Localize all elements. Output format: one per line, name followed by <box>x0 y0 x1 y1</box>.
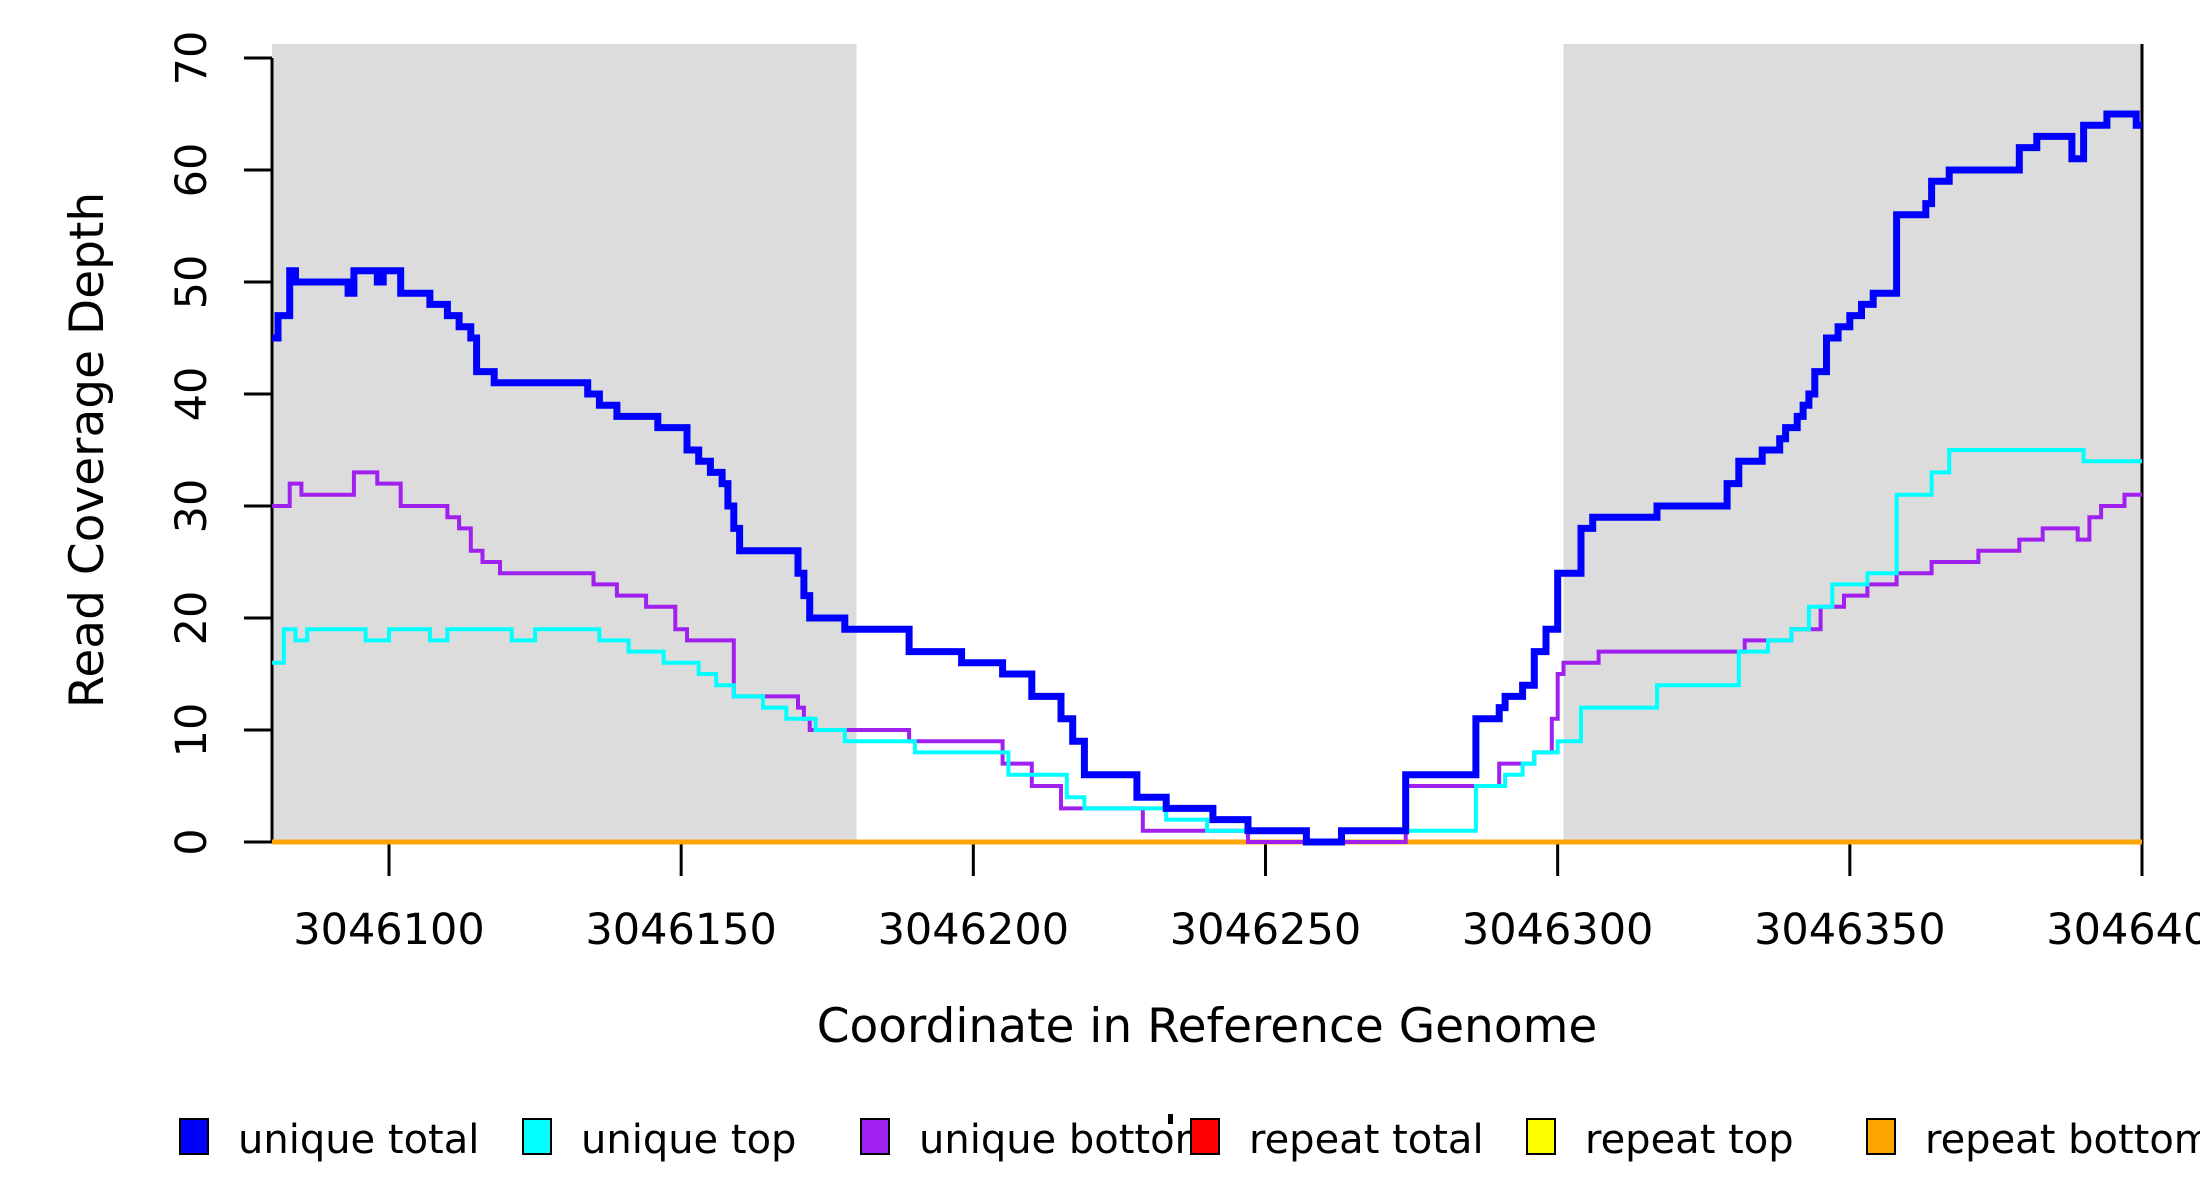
legend-label: repeat total <box>1249 1117 1484 1163</box>
repeat-top-swatch-icon <box>1526 1118 1556 1155</box>
legend-label: unique top <box>581 1117 796 1163</box>
x-tick-label: 3046350 <box>1754 905 1946 955</box>
unique-total-swatch-icon <box>179 1118 209 1155</box>
x-tick-label: 3046200 <box>878 905 1070 955</box>
y-tick-label: 60 <box>167 143 217 198</box>
legend: unique total unique top unique bottom re… <box>179 1117 2200 1163</box>
x-tick-label: 3046100 <box>293 905 485 955</box>
legend-item-repeat-top: repeat top <box>1526 1117 1794 1163</box>
stray-mark <box>1168 1114 1173 1124</box>
legend-label: unique total <box>238 1117 479 1163</box>
legend-item-unique-total: unique total <box>179 1117 479 1163</box>
axes-and-ticks: 0 10 20 30 40 50 60 70 3046100 3046150 3046200 3046… <box>167 31 2200 955</box>
y-tick-label: 10 <box>167 703 217 758</box>
shade-right-repeat-flank <box>1563 44 2142 842</box>
legend-item-unique-bottom: unique bottom <box>860 1117 1214 1163</box>
x-tick-label: 3046150 <box>585 905 777 955</box>
legend-item-unique-top: unique top <box>522 1117 796 1163</box>
repeat-bottom-swatch-icon <box>1866 1118 1896 1155</box>
series-line-unique-total <box>272 110 2142 846</box>
legend-label: repeat bottom <box>1925 1117 2200 1163</box>
y-tick-label: 50 <box>167 255 217 310</box>
x-tick-label: 3046300 <box>1462 905 1654 955</box>
y-tick-label: 40 <box>167 367 217 422</box>
shade-left-repeat-flank <box>272 44 857 842</box>
y-tick-label: 70 <box>167 31 217 86</box>
repeat-total-swatch-icon <box>1190 1118 1220 1155</box>
shaded-repeat-regions <box>272 44 2144 876</box>
series-line-unique-top <box>272 448 2142 844</box>
legend-label: unique bottom <box>919 1117 1214 1163</box>
y-tick-label: 0 <box>167 828 217 855</box>
y-axis-title: Read Coverage Depth <box>60 192 115 708</box>
legend-label: repeat top <box>1585 1117 1794 1163</box>
legend-item-repeat-total: repeat total <box>1190 1117 1484 1163</box>
y-tick-label: 30 <box>167 479 217 534</box>
legend-item-repeat-bottom: repeat bottom <box>1866 1117 2200 1163</box>
y-tick-label: 20 <box>167 591 217 646</box>
unique-top-swatch-icon <box>522 1118 552 1155</box>
series-lines <box>272 110 2142 846</box>
x-axis-title: Coordinate in Reference Genome <box>817 999 1598 1054</box>
x-tick-label: 3046250 <box>1170 905 1362 955</box>
x-tick-label: 3046400 <box>2046 905 2200 955</box>
unique-bottom-swatch-icon <box>860 1118 890 1155</box>
